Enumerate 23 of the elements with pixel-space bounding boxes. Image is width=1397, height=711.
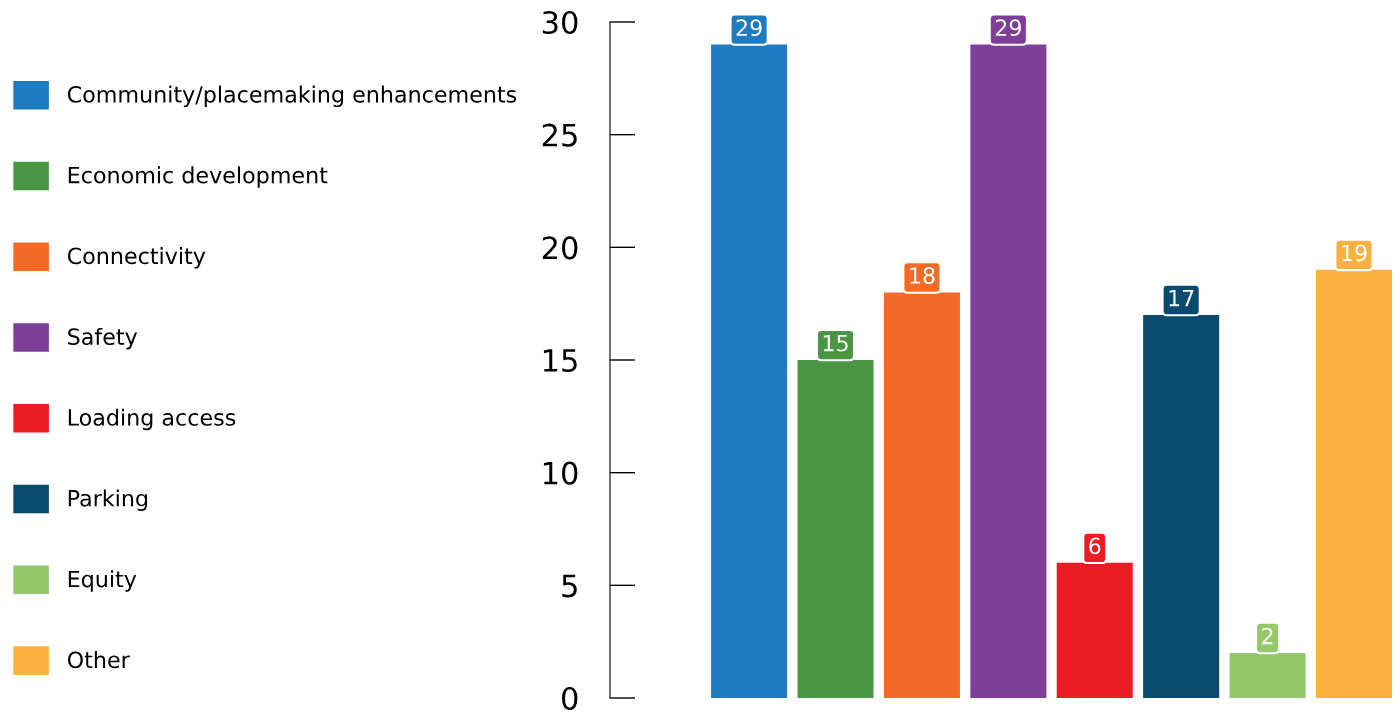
data-label: 29 [995, 19, 1021, 37]
data-label: 17 [1169, 289, 1194, 307]
data-label: 18 [910, 267, 935, 284]
legend-label: Parking [68, 489, 148, 511]
legend-label: Other [67, 650, 130, 669]
legend-label: Community/placemaking enhancements [67, 85, 517, 108]
y-tick-label: 10 [543, 461, 578, 485]
legend-label: Safety [68, 327, 138, 350]
legend-label: Economic development [68, 166, 328, 188]
y-tick-label: 25 [542, 123, 577, 147]
y-tick-label: 5 [562, 574, 577, 598]
legend-label: Equity [68, 570, 137, 592]
y-tick-label: 20 [542, 236, 578, 260]
data-label: 19 [1342, 244, 1367, 262]
y-tick-label: 30 [542, 10, 578, 35]
y-tick-label: 15 [543, 349, 577, 373]
data-label: 29 [736, 19, 762, 37]
y-tick-label: 0 [562, 686, 578, 711]
data-label: 2 [1262, 627, 1273, 645]
data-label: 6 [1089, 537, 1101, 555]
legend-label: Connectivity [67, 247, 206, 269]
legend-label: Loading access [68, 408, 236, 431]
data-label: 15 [823, 335, 848, 352]
